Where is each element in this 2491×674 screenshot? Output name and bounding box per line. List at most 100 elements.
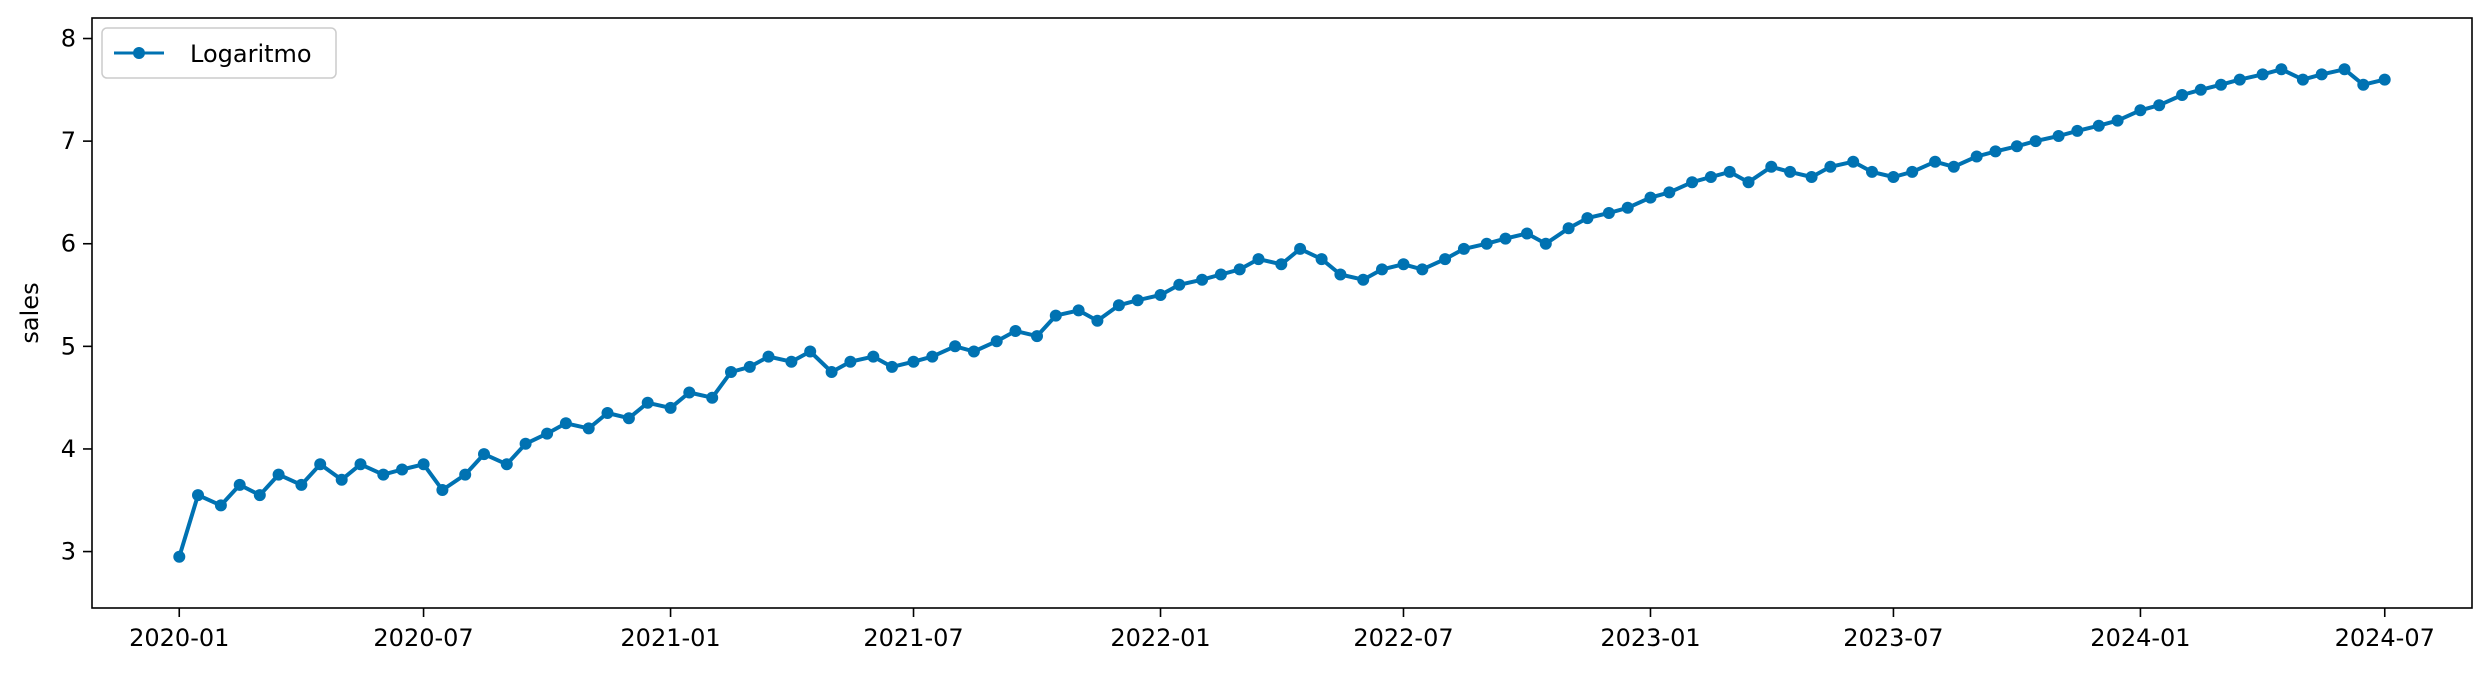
data-point <box>844 355 857 368</box>
data-point <box>1805 171 1818 183</box>
data-point <box>1539 237 1552 250</box>
data-point <box>762 350 775 363</box>
data-point <box>867 350 880 363</box>
data-point <box>1499 232 1512 245</box>
data-point <box>825 366 838 378</box>
data-point <box>1397 258 1410 271</box>
data-point <box>1376 263 1388 276</box>
data-point <box>1663 186 1676 199</box>
data-point <box>641 396 654 409</box>
data-point <box>2111 114 2124 127</box>
data-point <box>396 463 409 476</box>
data-point <box>1866 165 1878 178</box>
data-point <box>2275 63 2288 76</box>
data-point <box>1929 155 1942 168</box>
data-point <box>1989 145 2002 158</box>
data-point <box>2296 73 2309 86</box>
data-point <box>1233 263 1246 276</box>
data-point <box>2378 73 2391 86</box>
data-point <box>377 468 390 481</box>
data-point <box>1357 273 1370 286</box>
legend: Logaritmo <box>101 27 337 79</box>
x-tick-label: 2022-07 <box>1353 624 1453 652</box>
data-point <box>1457 242 1470 255</box>
data-point <box>559 417 572 430</box>
data-point <box>1275 258 1288 271</box>
data-point <box>1439 253 1452 266</box>
data-point <box>436 484 449 496</box>
data-point <box>785 355 798 368</box>
data-point <box>2029 135 2042 148</box>
data-point <box>1480 237 1493 250</box>
data-point <box>683 386 696 399</box>
data-point <box>1602 207 1615 219</box>
data-point <box>1031 330 1043 343</box>
data-point <box>1765 160 1778 173</box>
data-point <box>214 499 227 512</box>
data-point <box>2233 73 2246 86</box>
y-tick-label: 4 <box>61 435 76 463</box>
data-point <box>1970 150 1983 163</box>
data-point <box>1131 294 1144 307</box>
data-point <box>706 391 719 404</box>
data-point <box>1562 222 1575 235</box>
data-point <box>1049 309 1062 322</box>
x-tick-label: 2020-07 <box>373 624 473 652</box>
data-point <box>233 478 246 491</box>
plot-frame <box>91 17 2473 609</box>
data-point <box>1521 227 1533 240</box>
data-point <box>2176 89 2189 101</box>
data-point <box>886 360 898 373</box>
data-point <box>1621 201 1634 214</box>
y-tick-label: 6 <box>61 230 76 258</box>
data-point <box>272 468 285 481</box>
data-point <box>354 458 367 471</box>
data-point <box>743 360 756 373</box>
y-axis: 3 4 5 6 7 8 <box>61 25 92 566</box>
data-point <box>2071 124 2084 137</box>
data-point <box>1906 165 1919 178</box>
data-point <box>1887 171 1900 183</box>
data-point <box>1214 268 1227 281</box>
data-point <box>173 550 186 563</box>
x-tick-label: 2020-01 <box>129 624 229 652</box>
data-point <box>1824 160 1837 173</box>
y-tick-label: 5 <box>61 332 76 360</box>
data-point <box>459 468 472 481</box>
legend-series-marker <box>133 47 145 59</box>
data-point <box>1196 273 1209 286</box>
data-point <box>2256 68 2269 81</box>
data-point <box>1416 263 1429 276</box>
data-point <box>1847 155 1860 168</box>
data-point <box>2092 119 2105 132</box>
data-point <box>1315 253 1328 266</box>
data-point <box>601 407 614 419</box>
data-point <box>2052 130 2065 142</box>
data-point <box>500 458 513 471</box>
data-point <box>622 412 635 425</box>
data-point <box>725 366 737 378</box>
data-point <box>2338 63 2351 76</box>
data-point <box>990 335 1003 348</box>
data-point <box>1723 165 1736 178</box>
y-axis-label: sales <box>16 282 44 343</box>
legend-series-label: Logaritmo <box>190 40 312 68</box>
data-point <box>804 345 817 358</box>
x-tick-label: 2023-07 <box>1843 624 1943 652</box>
data-point <box>1644 191 1657 204</box>
data-point <box>1294 242 1307 255</box>
data-point <box>1581 212 1594 225</box>
data-point <box>478 448 490 461</box>
x-tick-label: 2021-01 <box>620 624 720 652</box>
data-point <box>1091 314 1104 327</box>
data-point <box>1009 325 1022 337</box>
data-point <box>1704 171 1717 183</box>
data-point <box>1947 160 1960 173</box>
data-point <box>519 437 532 450</box>
data-point <box>1742 176 1755 189</box>
series-layer <box>173 63 2391 563</box>
data-point <box>1334 268 1347 281</box>
x-tick-label: 2022-01 <box>1110 624 1210 652</box>
y-tick-label: 3 <box>61 538 76 566</box>
